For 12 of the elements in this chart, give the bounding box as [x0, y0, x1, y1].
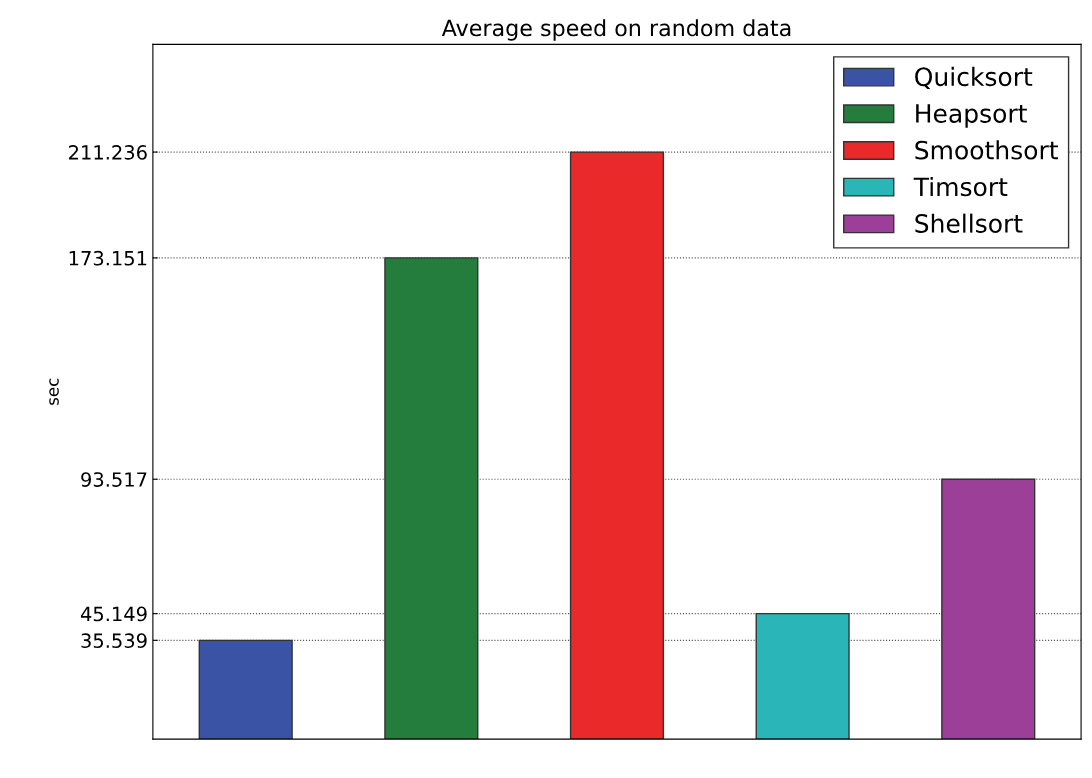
- legend-label: Smoothsort: [915, 140, 1058, 160]
- legend-label: Quicksort: [915, 66, 1033, 90]
- legend-label: Timsort: [913, 176, 1008, 197]
- y-tick-label: 173.151: [69, 250, 147, 266]
- y-tick-label: 93.517: [81, 472, 147, 487]
- y-tick-label: 45.149: [80, 606, 147, 622]
- y-tick-label: 35.539: [81, 633, 147, 648]
- y-axis-title: sec: [49, 378, 59, 405]
- chart-title: Average speed on random data: [441, 19, 791, 41]
- legend-label: Heapsort: [916, 104, 1027, 128]
- legend-label: Shellsort: [915, 213, 1023, 233]
- y-tick-label: 211.236: [69, 145, 147, 160]
